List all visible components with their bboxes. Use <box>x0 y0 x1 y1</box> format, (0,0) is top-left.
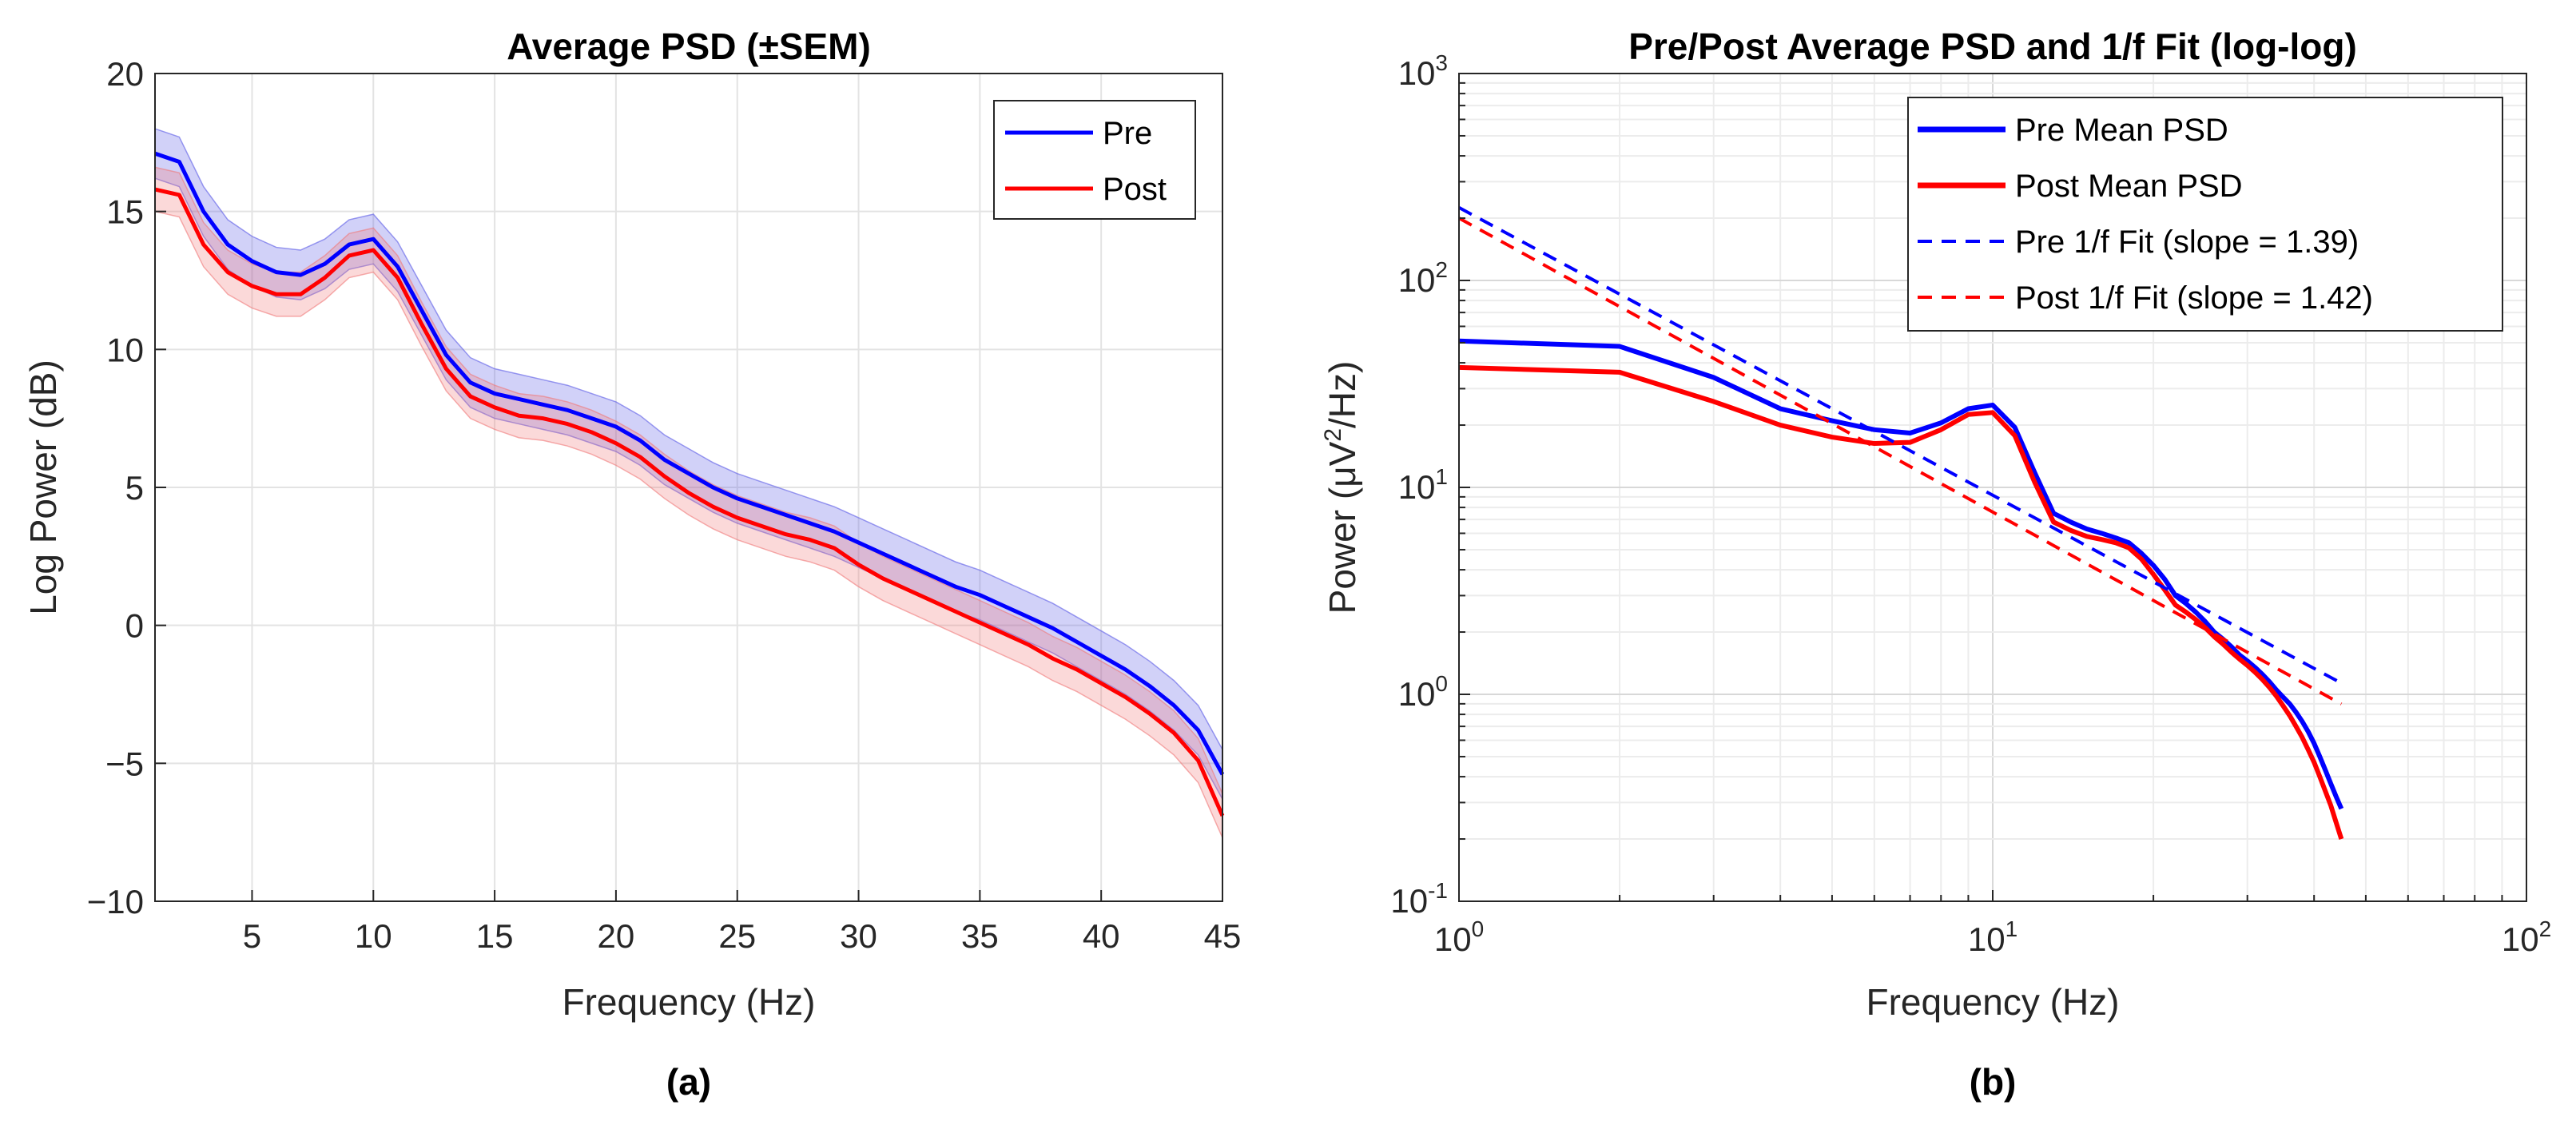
panel-b-xtick-label-100: 102 <box>2502 916 2551 958</box>
legend-post-label: Post <box>1103 172 1167 207</box>
panel-a-legend-box <box>993 100 1196 220</box>
panel-b-ytick-label-0.1: 10-1 <box>1390 878 1448 920</box>
panel-b-ytick-label-1000: 103 <box>1398 50 1448 92</box>
panel-a-xtick-label: 10 <box>355 917 392 955</box>
legend-pre-label: Pre <box>1103 116 1152 151</box>
panel-a-line-post <box>154 187 1225 817</box>
panel-a-legend: Pre Post <box>993 100 1196 220</box>
panel-a-x-axis-label: Frequency (Hz) <box>563 981 816 1023</box>
panel-b-xtick-label-1: 100 <box>1434 916 1484 958</box>
panel-a-title: Average PSD (±SEM) <box>507 26 871 67</box>
panel-b-ytick-label-1: 100 <box>1398 671 1448 713</box>
panel-b-legend-box <box>1907 97 2503 332</box>
panel-b-mean-line-1 <box>1458 364 2344 840</box>
panel-a-ytick-label: 15 <box>106 193 144 231</box>
panel-b-title: Pre/Post Average PSD and 1/f Fit (log-lo… <box>1628 26 2357 67</box>
panel-a-xtick-label: 15 <box>476 917 514 955</box>
panel-b-fit-line-3 <box>1458 217 2343 706</box>
panel-a-xtick-label: 45 <box>1204 917 1242 955</box>
panel-a-ytick-label: 0 <box>125 607 144 645</box>
panel-b-series-lines <box>1458 206 2344 840</box>
panel-a-xtick-label: 20 <box>598 917 635 955</box>
legend-pre-fit-label: Pre 1/f Fit (slope = 1.39) <box>2015 225 2359 260</box>
legend-post-mean-label: Post Mean PSD <box>2015 169 2243 204</box>
panel-b-ytick-label-100: 102 <box>1398 257 1448 299</box>
legend-post-fit-label: Post 1/f Fit (slope = 1.42) <box>2015 280 2373 316</box>
panel-b-ytick-label-10: 101 <box>1398 464 1448 506</box>
panel-a-xtick-label: 25 <box>718 917 756 955</box>
panel-a-xtick-label: 5 <box>243 917 261 955</box>
panel-b-caption: (b) <box>1970 1061 2017 1103</box>
panel-b-x-tick-labels: 100 101 102 <box>1434 916 2551 958</box>
panel-a-ytick-label: 20 <box>106 55 144 93</box>
panel-b: 100 101 102 10-1 100 101 102 103 Pre/Pos… <box>1320 26 2551 1103</box>
panel-a-ytick-label: −10 <box>87 883 144 920</box>
panel-a-x-tick-labels: 5 10 15 20 25 30 35 40 45 <box>243 917 1242 955</box>
panel-b-xtick-label-10: 101 <box>1968 916 2017 958</box>
panel-b-tick-marks <box>1458 81 2503 902</box>
panel-a-xtick-label: 40 <box>1083 917 1120 955</box>
panel-a-xtick-label: 35 <box>961 917 999 955</box>
panel-b-x-axis-label: Frequency (Hz) <box>1866 981 2120 1023</box>
panel-b-mean-line-0 <box>1458 338 2344 810</box>
panel-a-series-lines <box>154 151 1225 817</box>
panel-a-ytick-label: 10 <box>106 331 144 368</box>
panel-b-legend: Pre Mean PSD Post Mean PSD Pre 1/f Fit (… <box>1907 97 2503 332</box>
legend-pre-mean-label: Pre Mean PSD <box>2015 113 2228 148</box>
panel-a-tick-marks <box>155 73 1223 902</box>
panel-b-y-axis-label: Power (μV2/Hz) <box>1320 361 1363 614</box>
panel-b-y-tick-labels: 10-1 100 101 102 103 <box>1390 50 1448 920</box>
panel-a-line-pre <box>154 151 1225 776</box>
panel-a-y-axis-label: Log Power (dB) <box>22 360 64 615</box>
panel-a-caption: (a) <box>666 1061 711 1103</box>
panel-a-ytick-label: 5 <box>125 469 144 507</box>
panel-a-ytick-label: −5 <box>105 745 144 782</box>
panel-a: 5 10 15 20 25 30 35 40 45 −10 −5 0 5 10 15 20 Average … <box>22 26 1241 1103</box>
panel-a-y-tick-labels: −10 −5 0 5 10 15 20 <box>87 55 144 920</box>
panel-a-xtick-label: 30 <box>840 917 877 955</box>
